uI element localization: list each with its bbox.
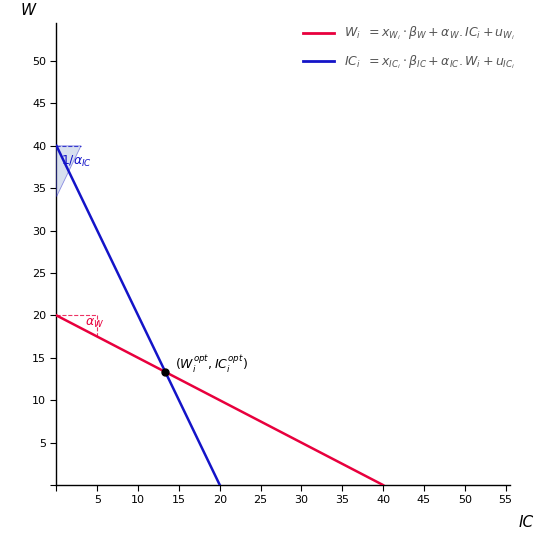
Text: IC: IC [519,515,534,530]
Polygon shape [56,146,81,197]
Text: $1/\alpha_{IC}$: $1/\alpha_{IC}$ [61,154,91,168]
Legend: $W_i \;\; =x_{W_i}\cdot\beta_W + \alpha_W.IC_i + u_{W_i}$, $IC_i \;\; =x_{IC_i}\: $W_i \;\; =x_{W_i}\cdot\beta_W + \alpha_… [303,25,515,71]
Text: $\alpha_W$: $\alpha_W$ [85,317,104,330]
Text: W: W [20,3,36,18]
Text: $(W_i^{opt}, IC_i^{opt})$: $(W_i^{opt}, IC_i^{opt})$ [175,354,248,375]
